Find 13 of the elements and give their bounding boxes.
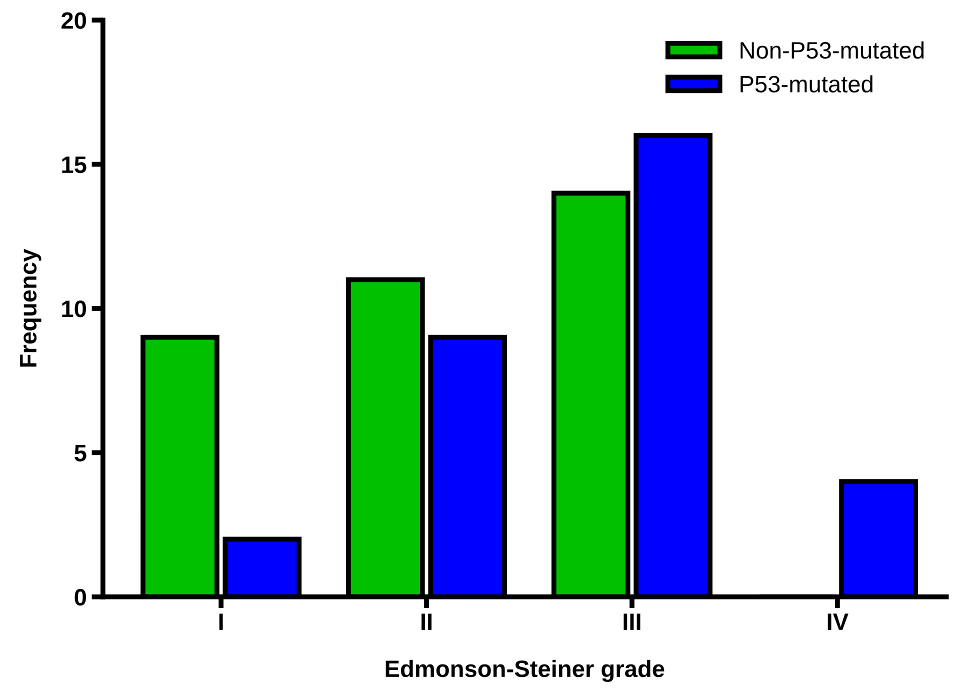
- y-axis-title: Frequency: [20, 248, 42, 367]
- x-tick-label: III: [624, 614, 640, 630]
- y-tick-label: 5: [74, 444, 86, 462]
- y-tick-label: 15: [62, 156, 86, 174]
- y-tick-label: 10: [62, 300, 86, 318]
- x-tick-label: I: [219, 614, 223, 630]
- legend-label: Non-P53-mutated: [740, 41, 924, 59]
- x-tick-label: IV: [828, 614, 848, 630]
- x-axis-title: Edmonson-Steiner grade: [386, 660, 664, 682]
- y-tick-label: 0: [74, 588, 86, 606]
- legend-label: P53-mutated: [740, 75, 872, 93]
- y-tick-label: 20: [62, 12, 86, 29]
- x-tick-label: II: [422, 614, 432, 630]
